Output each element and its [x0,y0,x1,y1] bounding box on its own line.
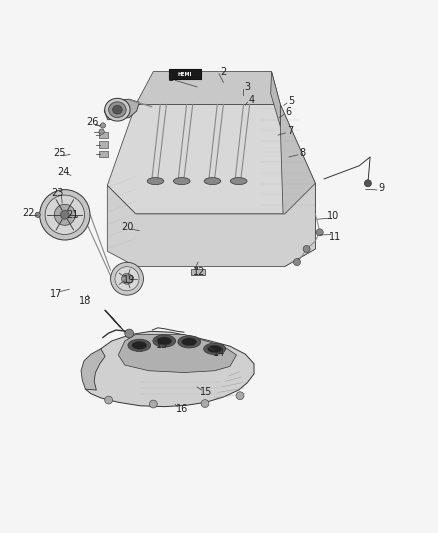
Polygon shape [85,332,254,407]
Text: 22: 22 [22,208,35,218]
Ellipse shape [105,98,130,121]
Text: 7: 7 [287,126,293,136]
Circle shape [35,212,40,217]
Circle shape [100,123,106,128]
Circle shape [303,246,310,253]
Text: 18: 18 [79,296,92,305]
Ellipse shape [178,336,201,348]
FancyBboxPatch shape [191,269,205,275]
Text: 13: 13 [156,341,168,350]
Ellipse shape [60,211,69,219]
Ellipse shape [39,190,90,240]
Ellipse shape [132,341,147,349]
Polygon shape [81,349,105,390]
Polygon shape [107,104,315,214]
Ellipse shape [182,338,197,346]
Text: 23: 23 [51,188,63,198]
Text: 19: 19 [123,274,135,285]
Circle shape [99,129,104,134]
Text: 11: 11 [329,232,341,242]
Polygon shape [118,334,237,373]
Circle shape [236,392,244,400]
Circle shape [316,229,323,236]
Ellipse shape [121,273,132,284]
Text: 20: 20 [121,222,133,232]
Polygon shape [271,71,280,126]
Text: 16: 16 [176,404,188,414]
Ellipse shape [230,177,247,184]
Ellipse shape [128,339,151,351]
Text: 5: 5 [288,96,294,106]
Ellipse shape [204,177,221,184]
Ellipse shape [157,337,172,345]
Polygon shape [280,104,315,266]
Text: 17: 17 [50,289,62,298]
Text: 21: 21 [66,210,78,220]
Circle shape [201,400,209,408]
Ellipse shape [147,177,164,184]
Text: 3: 3 [244,82,251,92]
Ellipse shape [45,195,85,235]
Text: 2: 2 [220,67,226,77]
Polygon shape [107,183,315,266]
Text: 14: 14 [213,348,225,358]
FancyBboxPatch shape [99,132,108,138]
Circle shape [105,396,113,404]
Polygon shape [136,71,280,104]
Ellipse shape [153,335,176,347]
Ellipse shape [173,177,190,184]
Ellipse shape [113,106,122,114]
Text: 12: 12 [193,266,205,277]
Polygon shape [104,99,139,120]
Text: 25: 25 [53,149,65,158]
FancyBboxPatch shape [99,141,108,148]
Text: 9: 9 [378,183,384,192]
Text: 15: 15 [200,387,212,397]
Text: 10: 10 [327,211,339,221]
Circle shape [149,400,157,408]
Text: 8: 8 [299,148,305,158]
Ellipse shape [54,204,75,225]
Text: 1: 1 [168,73,174,83]
Ellipse shape [109,102,126,118]
Text: 6: 6 [285,107,291,117]
Ellipse shape [208,345,222,352]
Ellipse shape [110,262,143,295]
Ellipse shape [204,343,226,354]
FancyBboxPatch shape [169,69,201,79]
Circle shape [293,259,300,265]
Text: 24: 24 [57,167,70,177]
Text: 26: 26 [86,117,98,127]
Ellipse shape [115,266,139,291]
Circle shape [125,329,134,338]
FancyBboxPatch shape [99,151,108,157]
Circle shape [364,180,371,187]
Text: 4: 4 [249,95,255,105]
Text: HEMI: HEMI [178,72,192,77]
